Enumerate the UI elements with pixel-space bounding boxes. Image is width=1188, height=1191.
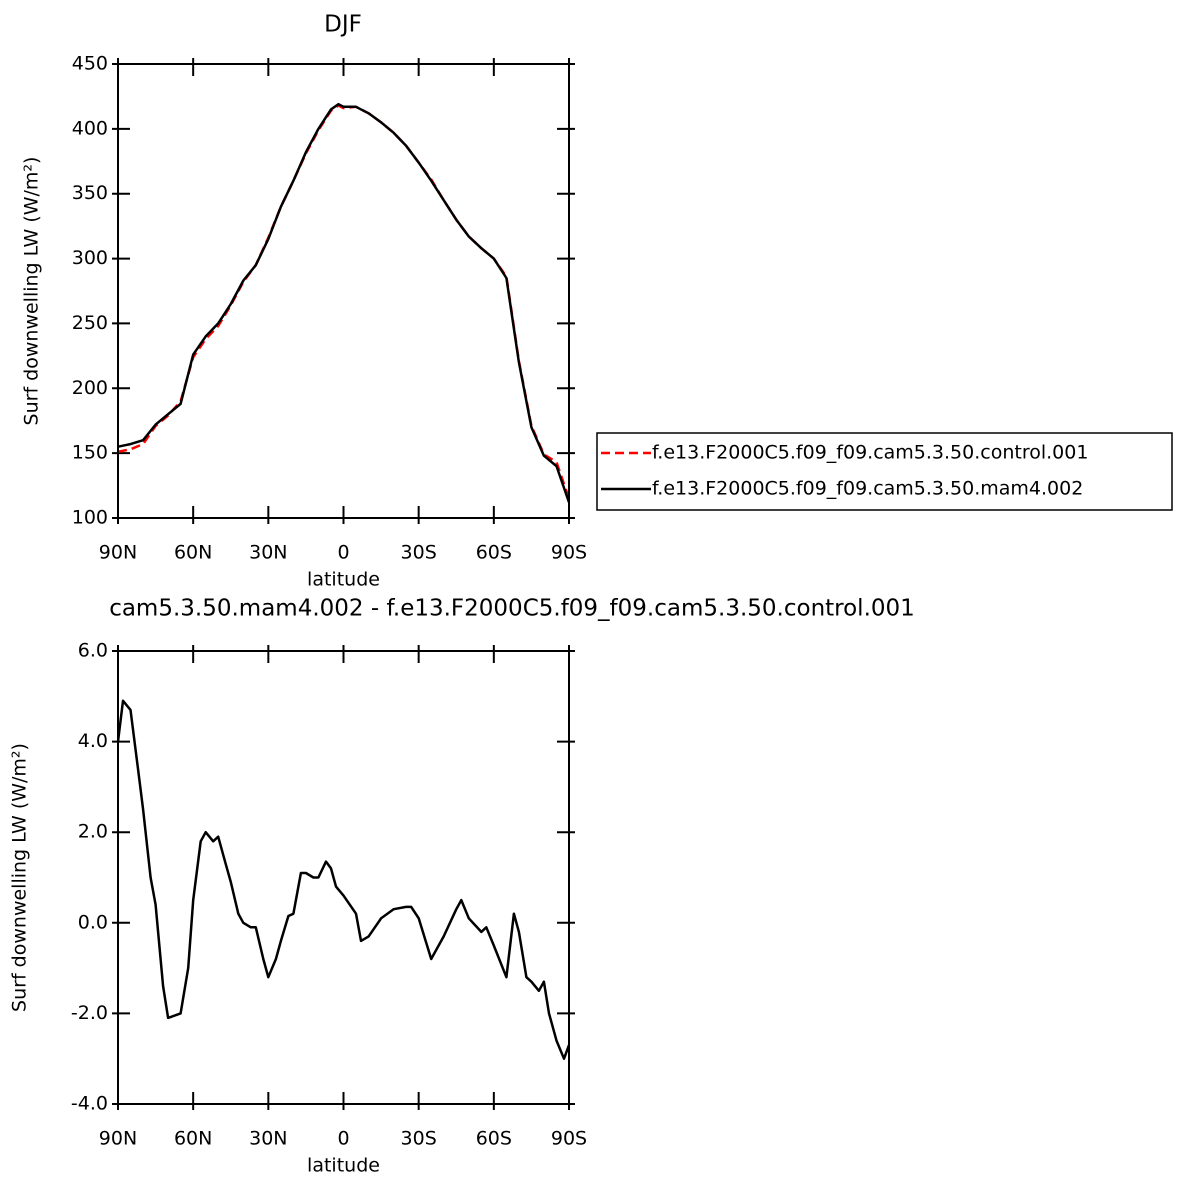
x-axis-label: latitude	[307, 1155, 380, 1177]
legend-label: f.e13.F2000C5.f09_f09.cam5.3.50.control.…	[652, 442, 1088, 464]
x-tick-label: 60N	[174, 542, 212, 564]
data-line	[117, 104, 571, 499]
y-tick-label: 200	[72, 377, 108, 399]
y-tick-label: 300	[72, 247, 108, 269]
x-tick-label: 30S	[401, 542, 437, 564]
x-tick-label: 30N	[249, 542, 287, 564]
x-tick-label: 0	[337, 542, 349, 564]
x-tick-label: 60S	[476, 542, 512, 564]
y-tick-label: 350	[72, 182, 108, 204]
data-line	[116, 699, 571, 1060]
y-tick-label: -2.0	[71, 1002, 108, 1024]
x-tick-label: 30S	[401, 1128, 437, 1150]
y-axis-label: Surf downwelling LW (W/m²)	[21, 157, 43, 426]
x-tick-label: 90N	[99, 1128, 137, 1150]
y-tick-label: 150	[72, 442, 108, 464]
x-axis-label: latitude	[307, 569, 380, 591]
y-tick-label: 4.0	[78, 730, 108, 752]
legend-label: f.e13.F2000C5.f09_f09.cam5.3.50.mam4.002	[652, 478, 1083, 500]
legend-box	[596, 432, 1173, 511]
x-tick-label: 60N	[174, 1128, 212, 1150]
x-tick-label: 90S	[551, 542, 587, 564]
data-line	[117, 102, 571, 503]
x-tick-label: 30N	[249, 1128, 287, 1150]
y-tick-label: 250	[72, 312, 108, 334]
y-tick-label: 100	[72, 507, 108, 529]
chart-title: cam5.3.50.mam4.002 - f.e13.F2000C5.f09_f…	[109, 596, 915, 622]
plot-frame	[117, 63, 570, 519]
y-tick-label: 6.0	[78, 640, 108, 662]
y-tick-label: 450	[72, 53, 108, 75]
y-axis-label: Surf downwelling LW (W/m²)	[9, 743, 31, 1012]
plot-frame	[117, 650, 570, 1105]
y-tick-label: -4.0	[71, 1093, 108, 1115]
x-tick-label: 0	[337, 1128, 349, 1150]
chart-title: DJF	[324, 12, 362, 38]
x-tick-label: 60S	[476, 1128, 512, 1150]
x-tick-label: 90S	[551, 1128, 587, 1150]
y-tick-label: 2.0	[78, 821, 108, 843]
x-tick-label: 90N	[99, 542, 137, 564]
y-tick-label: 0.0	[78, 911, 108, 933]
y-tick-label: 400	[72, 117, 108, 139]
